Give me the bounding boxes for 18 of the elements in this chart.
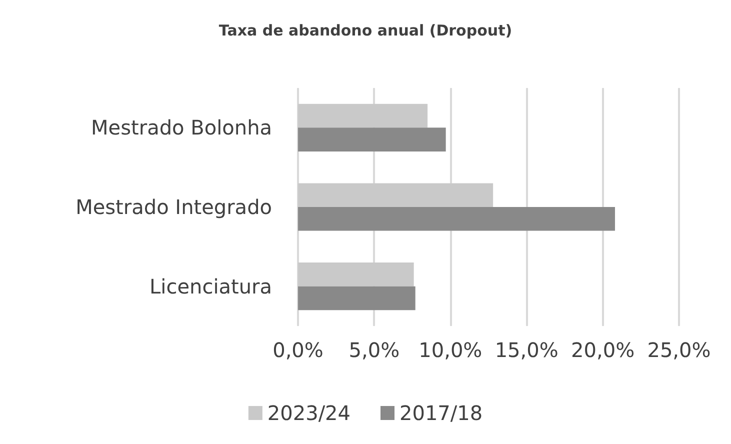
bar <box>298 286 416 310</box>
y-tick-label: Mestrado Integrado <box>76 195 272 219</box>
bar <box>298 128 446 152</box>
legend-label: 2017/18 <box>400 401 483 425</box>
x-tick-label: 10,0% <box>418 338 482 362</box>
bar <box>298 262 414 286</box>
x-tick-label: 25,0% <box>647 338 711 362</box>
chart-title: Taxa de abandono anual (Dropout) <box>218 22 512 40</box>
x-tick-label: 15,0% <box>494 338 558 362</box>
y-tick-label: Mestrado Bolonha <box>91 116 272 140</box>
bar <box>298 183 494 207</box>
x-tick-label: 0,0% <box>272 338 324 362</box>
x-tick-label: 20,0% <box>571 338 635 362</box>
bar <box>298 104 428 128</box>
y-tick-label: Licenciatura <box>150 274 272 298</box>
x-tick-label: 5,0% <box>348 338 400 362</box>
legend-label: 2023/24 <box>267 401 351 425</box>
bar <box>298 207 615 231</box>
